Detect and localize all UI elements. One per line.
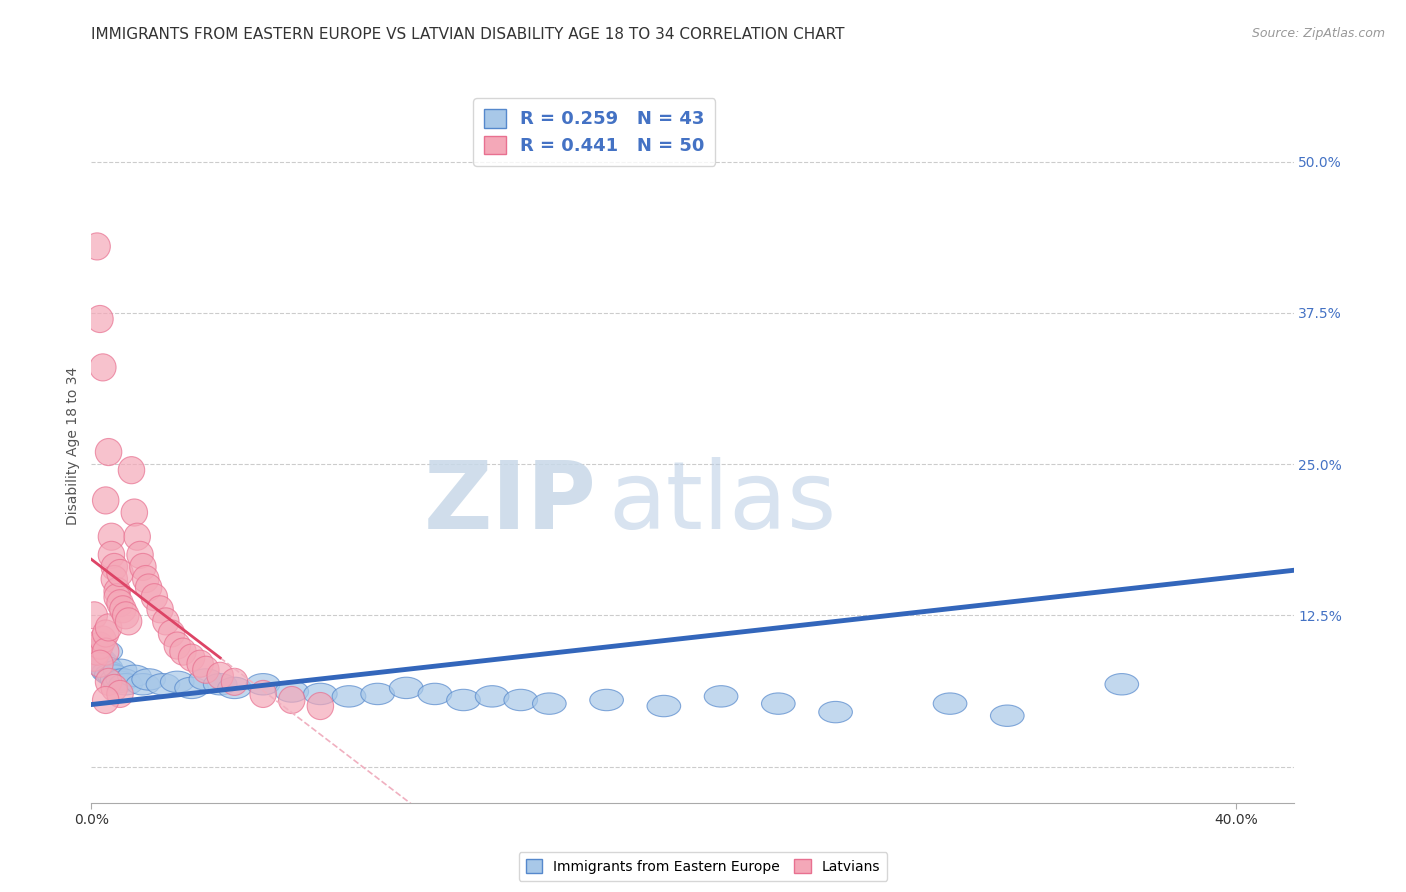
Ellipse shape (307, 692, 333, 720)
Ellipse shape (93, 620, 120, 647)
Ellipse shape (160, 671, 194, 692)
Ellipse shape (93, 687, 120, 714)
Y-axis label: Disability Age 18 to 34: Disability Age 18 to 34 (66, 367, 80, 525)
Text: Source: ZipAtlas.com: Source: ZipAtlas.com (1251, 27, 1385, 40)
Ellipse shape (188, 669, 222, 690)
Ellipse shape (146, 596, 173, 623)
Ellipse shape (207, 662, 233, 690)
Ellipse shape (77, 641, 111, 663)
Ellipse shape (332, 686, 366, 707)
Ellipse shape (115, 607, 142, 635)
Ellipse shape (93, 487, 120, 514)
Ellipse shape (110, 596, 136, 623)
Ellipse shape (193, 657, 219, 683)
Legend: Immigrants from Eastern Europe, Latvians: Immigrants from Eastern Europe, Latvians (519, 852, 887, 880)
Ellipse shape (80, 647, 114, 668)
Ellipse shape (361, 683, 395, 705)
Ellipse shape (218, 677, 252, 698)
Ellipse shape (104, 583, 131, 611)
Ellipse shape (90, 626, 117, 653)
Ellipse shape (87, 632, 114, 659)
Ellipse shape (96, 614, 122, 641)
Ellipse shape (179, 644, 205, 671)
Ellipse shape (127, 673, 160, 695)
Ellipse shape (533, 693, 567, 714)
Ellipse shape (82, 602, 107, 629)
Ellipse shape (246, 673, 280, 695)
Ellipse shape (132, 669, 166, 690)
Ellipse shape (107, 590, 134, 616)
Ellipse shape (818, 701, 852, 723)
Ellipse shape (97, 665, 131, 687)
Ellipse shape (86, 653, 120, 674)
Ellipse shape (90, 354, 117, 381)
Ellipse shape (107, 681, 134, 707)
Ellipse shape (107, 559, 134, 587)
Ellipse shape (475, 686, 509, 707)
Ellipse shape (103, 659, 136, 681)
Ellipse shape (647, 696, 681, 717)
Ellipse shape (124, 523, 150, 550)
Text: ZIP: ZIP (423, 457, 596, 549)
Ellipse shape (84, 233, 110, 260)
Ellipse shape (89, 657, 122, 678)
Ellipse shape (87, 650, 114, 677)
Ellipse shape (170, 638, 197, 665)
Ellipse shape (589, 690, 623, 711)
Ellipse shape (129, 553, 156, 581)
Ellipse shape (250, 681, 277, 707)
Ellipse shape (96, 668, 122, 696)
Ellipse shape (94, 664, 128, 685)
Ellipse shape (1105, 673, 1139, 695)
Ellipse shape (101, 566, 128, 592)
Ellipse shape (98, 523, 125, 550)
Ellipse shape (87, 305, 114, 333)
Ellipse shape (83, 649, 117, 671)
Ellipse shape (934, 693, 967, 714)
Ellipse shape (104, 578, 131, 605)
Ellipse shape (91, 662, 125, 683)
Ellipse shape (100, 669, 134, 690)
Ellipse shape (146, 673, 180, 695)
Ellipse shape (159, 620, 184, 647)
Ellipse shape (389, 677, 423, 698)
Ellipse shape (990, 705, 1024, 726)
Ellipse shape (93, 638, 120, 665)
Ellipse shape (101, 674, 128, 701)
Ellipse shape (108, 673, 142, 695)
Legend: R = 0.259   N = 43, R = 0.441   N = 50: R = 0.259 N = 43, R = 0.441 N = 50 (472, 98, 716, 166)
Ellipse shape (221, 668, 247, 696)
Ellipse shape (112, 602, 139, 629)
Ellipse shape (84, 638, 110, 665)
Ellipse shape (304, 683, 337, 705)
Ellipse shape (141, 583, 167, 611)
Ellipse shape (135, 574, 162, 601)
Ellipse shape (89, 641, 122, 663)
Ellipse shape (96, 439, 122, 466)
Ellipse shape (105, 669, 139, 690)
Ellipse shape (447, 690, 481, 711)
Ellipse shape (762, 693, 796, 714)
Ellipse shape (103, 671, 136, 692)
Text: atlas: atlas (609, 457, 837, 549)
Ellipse shape (132, 566, 159, 592)
Ellipse shape (118, 665, 152, 687)
Ellipse shape (98, 541, 125, 568)
Ellipse shape (153, 607, 179, 635)
Ellipse shape (503, 690, 537, 711)
Ellipse shape (118, 457, 145, 483)
Ellipse shape (101, 553, 128, 581)
Ellipse shape (165, 632, 190, 659)
Ellipse shape (82, 644, 107, 671)
Ellipse shape (187, 650, 214, 677)
Ellipse shape (278, 687, 305, 714)
Ellipse shape (204, 673, 238, 695)
Ellipse shape (276, 681, 308, 702)
Ellipse shape (121, 499, 148, 526)
Ellipse shape (127, 541, 153, 568)
Ellipse shape (704, 686, 738, 707)
Ellipse shape (174, 677, 208, 698)
Text: IMMIGRANTS FROM EASTERN EUROPE VS LATVIAN DISABILITY AGE 18 TO 34 CORRELATION CH: IMMIGRANTS FROM EASTERN EUROPE VS LATVIA… (91, 27, 845, 42)
Ellipse shape (418, 683, 451, 705)
